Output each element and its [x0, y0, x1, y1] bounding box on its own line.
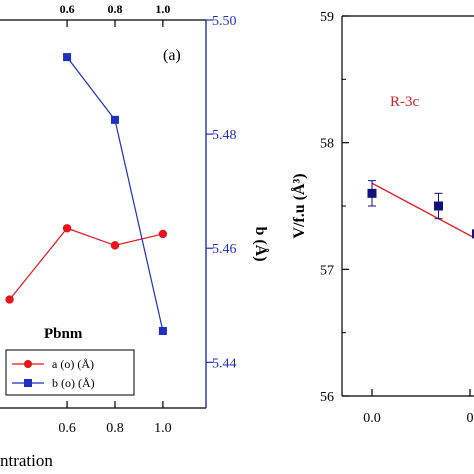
panel-label: (a) — [163, 47, 181, 64]
series-1-point-0 — [63, 53, 72, 62]
v-x-tick-label-0: 0.0 — [363, 411, 381, 426]
phase-label-r3c: R-3c — [390, 94, 420, 110]
volume-point-0 — [367, 188, 377, 198]
series-1-point-1 — [110, 115, 119, 124]
series-line-0 — [9, 227, 164, 300]
left-panel-ticks: 0.6 0.8 1.0 0.6 0.8 1.0 5.44 5.46 5.48 5.50 — [58, 2, 236, 436]
series-0-point-2 — [110, 241, 120, 250]
x-tick-label-top-1: 0.8 — [107, 2, 122, 16]
volume-point-2 — [472, 229, 474, 239]
legend-marker-a — [24, 360, 32, 368]
series-0-point-3 — [158, 229, 168, 239]
phase-label-pbnm: Pbnm — [44, 326, 83, 342]
b-tick-label-2: 5.48 — [212, 128, 237, 143]
volume-point-1 — [434, 201, 443, 211]
x-tick-label-bottom-2: 1.0 — [154, 421, 172, 436]
volume-tick-label-1: 57 — [320, 263, 334, 278]
b-axis-label: b (Å) — [252, 226, 270, 261]
legend: a (o) (Å) b (o) (Å) — [5, 349, 135, 396]
x-tick-label-top-2: 1.0 — [155, 2, 170, 16]
x-tick-label-bottom-0: 0.6 — [58, 421, 76, 436]
right-panel-series — [367, 180, 474, 239]
b-tick-label-3: 5.50 — [212, 14, 237, 29]
right-panel-ticks: 56 57 58 59 0.0 0 — [320, 10, 474, 426]
volume-axis-label: V/f.u (Å³) — [290, 173, 308, 238]
series-line-1 — [66, 56, 164, 332]
v-x-tick-label-1: 0 — [467, 411, 474, 426]
legend-marker-b — [24, 379, 32, 387]
legend-label-b: b (o) (Å) — [52, 376, 95, 390]
fit-line — [371, 182, 474, 239]
x-tick-label-bottom-1: 0.8 — [106, 421, 124, 436]
volume-tick-label-0: 56 — [320, 390, 334, 405]
volume-tick-label-2: 58 — [320, 137, 334, 152]
volume-tick-label-3: 59 — [320, 10, 334, 25]
x-tick-label-top-0: 0.6 — [60, 2, 75, 16]
legend-box — [5, 349, 135, 396]
left-panel: 0.6 0.8 1.0 0.6 0.8 1.0 5.44 5.46 5.48 5.50 (a) P… — [0, 2, 270, 470]
right-panel: 56 57 58 59 0.0 0 R-3c V/f.u (Å³) — [290, 10, 474, 426]
b-tick-label-0: 5.44 — [212, 356, 237, 371]
series-0-point-0 — [5, 295, 14, 304]
legend-label-a: a (o) (Å) — [52, 357, 94, 371]
b-tick-label-1: 5.46 — [212, 242, 237, 257]
series-1-point-2 — [158, 326, 167, 335]
x-axis-label: ntration — [0, 451, 53, 470]
series-0-point-1 — [62, 224, 72, 233]
left-panel-series — [5, 53, 168, 335]
